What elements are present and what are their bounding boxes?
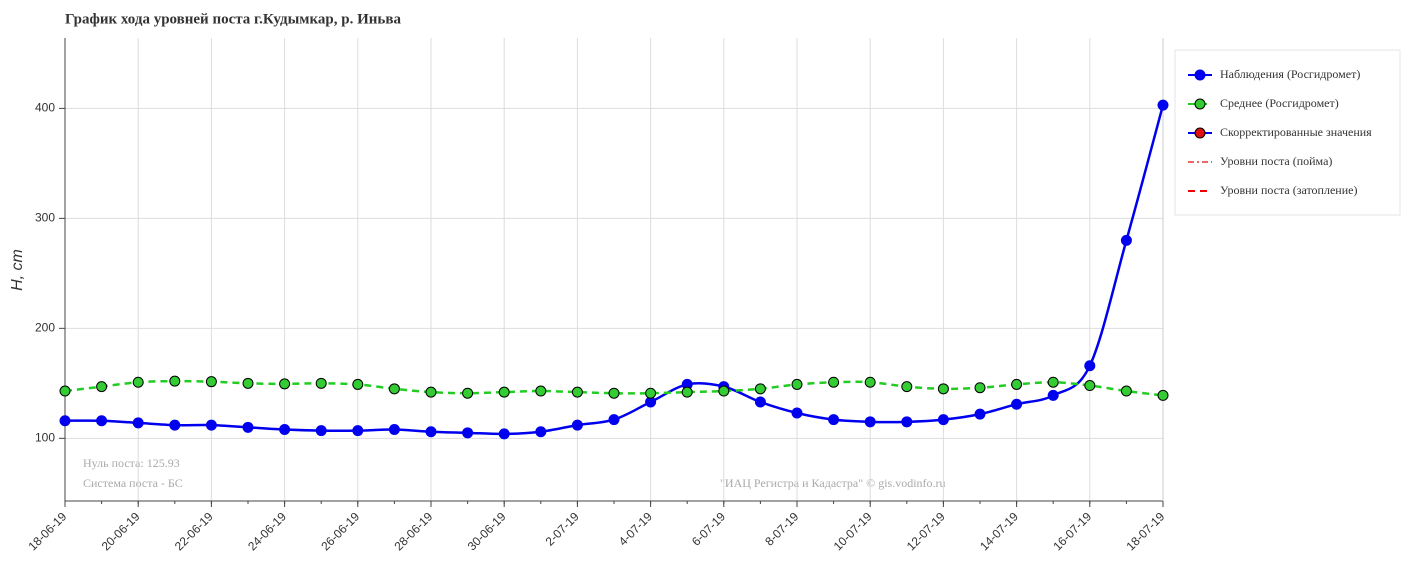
point bbox=[425, 386, 437, 398]
y-axis-label: H, cm bbox=[9, 249, 26, 291]
x-tick-label: 20-06-19 bbox=[99, 509, 143, 553]
point bbox=[132, 417, 144, 429]
point bbox=[718, 385, 730, 397]
legend-marker bbox=[1194, 69, 1206, 81]
point bbox=[242, 377, 254, 389]
annotation: Нуль поста: 125.93 bbox=[83, 456, 180, 470]
point bbox=[1157, 99, 1169, 111]
point bbox=[1120, 234, 1132, 246]
point bbox=[571, 386, 583, 398]
point bbox=[498, 428, 510, 440]
point bbox=[388, 424, 400, 436]
point bbox=[608, 414, 620, 426]
point bbox=[96, 381, 108, 393]
point bbox=[791, 378, 803, 390]
x-tick-label: 4-07-19 bbox=[616, 509, 655, 548]
annotation: Система поста - БС bbox=[83, 476, 183, 490]
point bbox=[608, 387, 620, 399]
legend-label: Уровни поста (пойма) bbox=[1220, 154, 1332, 168]
x-tick-label: 30-06-19 bbox=[465, 509, 509, 553]
point bbox=[645, 387, 657, 399]
point bbox=[1047, 389, 1059, 401]
point bbox=[937, 383, 949, 395]
point bbox=[1011, 398, 1023, 410]
point bbox=[1084, 380, 1096, 392]
point bbox=[425, 426, 437, 438]
y-tick-label: 300 bbox=[35, 211, 55, 225]
point bbox=[791, 407, 803, 419]
point bbox=[388, 383, 400, 395]
point bbox=[462, 387, 474, 399]
x-tick-label: 28-06-19 bbox=[391, 509, 435, 553]
point bbox=[59, 415, 71, 427]
x-tick-label: 12-07-19 bbox=[904, 509, 948, 553]
point bbox=[901, 381, 913, 393]
x-tick-label: 14-07-19 bbox=[977, 509, 1021, 553]
point bbox=[754, 383, 766, 395]
point bbox=[535, 426, 547, 438]
point bbox=[864, 376, 876, 388]
legend-marker bbox=[1194, 127, 1206, 139]
point bbox=[169, 419, 181, 431]
point bbox=[937, 414, 949, 426]
x-tick-label: 18-06-19 bbox=[25, 509, 69, 553]
point bbox=[462, 427, 474, 439]
point bbox=[1084, 360, 1096, 372]
x-tick-label: 8-07-19 bbox=[762, 509, 801, 548]
x-tick-label: 16-07-19 bbox=[1050, 509, 1094, 553]
point bbox=[828, 414, 840, 426]
point bbox=[279, 424, 291, 436]
legend-label: Скорректированные значения bbox=[1220, 125, 1372, 139]
point bbox=[59, 385, 71, 397]
point bbox=[974, 408, 986, 420]
legend-box bbox=[1174, 49, 1401, 216]
x-tick-label: 22-06-19 bbox=[172, 509, 216, 553]
legend-label: Среднее (Росгидромет) bbox=[1220, 96, 1339, 110]
x-tick-label: 24-06-19 bbox=[245, 509, 289, 553]
point bbox=[498, 386, 510, 398]
point bbox=[242, 421, 254, 433]
y-tick-label: 100 bbox=[35, 430, 55, 444]
point bbox=[169, 375, 181, 387]
point bbox=[1011, 378, 1023, 390]
y-tick-label: 400 bbox=[35, 101, 55, 115]
chart-title: График хода уровней поста г.Кудымкар, р.… bbox=[65, 11, 401, 27]
legend-label: Наблюдения (Росгидромет) bbox=[1220, 67, 1360, 81]
point bbox=[571, 419, 583, 431]
point bbox=[352, 425, 364, 437]
point bbox=[96, 415, 108, 427]
point bbox=[901, 416, 913, 428]
point bbox=[754, 396, 766, 408]
point bbox=[279, 378, 291, 390]
point bbox=[864, 416, 876, 428]
point bbox=[681, 386, 693, 398]
y-tick-label: 200 bbox=[35, 321, 55, 335]
point bbox=[315, 377, 327, 389]
x-tick-label: 6-07-19 bbox=[689, 509, 728, 548]
point bbox=[352, 378, 364, 390]
point bbox=[1120, 385, 1132, 397]
point bbox=[535, 385, 547, 397]
point bbox=[205, 419, 217, 431]
x-tick-label: 26-06-19 bbox=[318, 509, 362, 553]
point bbox=[1047, 376, 1059, 388]
series-line bbox=[64, 104, 1165, 436]
point bbox=[132, 376, 144, 388]
legend-marker bbox=[1194, 98, 1206, 110]
point bbox=[974, 382, 986, 394]
point bbox=[315, 425, 327, 437]
legend-label: Уровни поста (затопление) bbox=[1220, 183, 1357, 197]
point bbox=[828, 376, 840, 388]
point bbox=[1157, 389, 1169, 401]
x-tick-label: 2-07-19 bbox=[543, 509, 582, 548]
watermark: "ИАЦ Регистра и Кадастра" © gis.vodinfo.… bbox=[720, 476, 946, 490]
point bbox=[205, 376, 217, 388]
x-tick-label: 18-07-19 bbox=[1123, 509, 1167, 553]
x-tick-label: 10-07-19 bbox=[831, 509, 875, 553]
